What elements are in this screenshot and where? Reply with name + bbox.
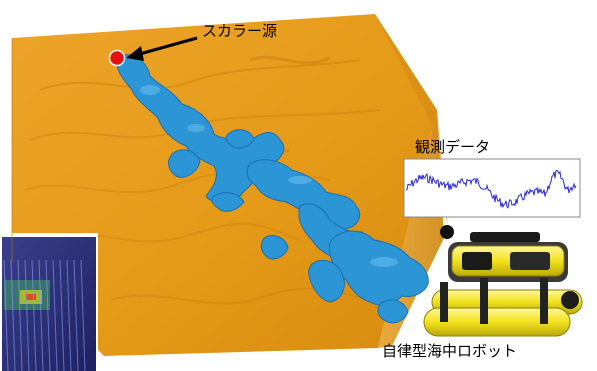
plume-highlights: [140, 85, 398, 267]
survey-track-line: [31, 259, 37, 371]
survey-track-line: [10, 259, 16, 371]
survey-track-line: [45, 259, 51, 371]
survey-track-line: [3, 259, 9, 371]
survey-track-line: [66, 259, 72, 371]
survey-map-inset: [0, 233, 98, 371]
observation-data-label: 観測データ: [415, 138, 491, 156]
survey-track-line: [17, 259, 23, 371]
survey-track-line: [38, 259, 44, 371]
auv-robot-label: 自律型海中ロボット: [382, 342, 518, 360]
scalar-source-marker: [108, 49, 126, 67]
signal-trace: [405, 169, 577, 209]
survey-track-line: [80, 259, 86, 371]
auv-robot: [423, 225, 583, 337]
pointer-arrow: [126, 36, 198, 61]
survey-track-line: [24, 259, 30, 371]
survey-track-line: [52, 259, 58, 371]
survey-track-line: [73, 259, 79, 371]
survey-track-line: [59, 259, 65, 371]
scalar-source-label: スカラー源: [202, 22, 278, 40]
observation-plot: [403, 158, 581, 218]
